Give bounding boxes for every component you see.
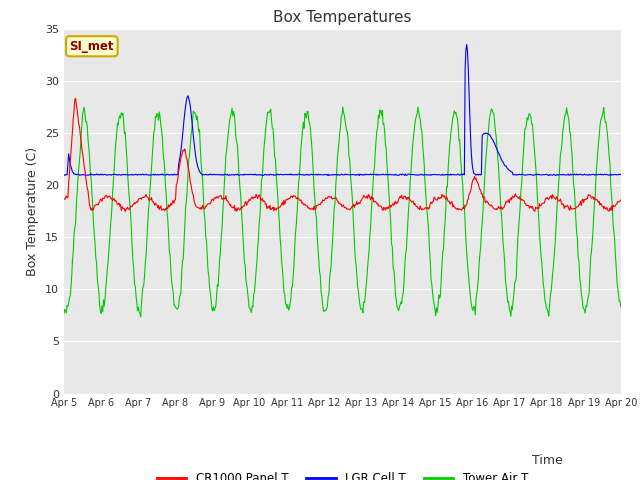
Tower Air T xyxy=(339,104,347,110)
Legend: CR1000 Panel T, LGR Cell T, Tower Air T: CR1000 Panel T, LGR Cell T, Tower Air T xyxy=(152,468,532,480)
Tower Air T xyxy=(185,157,193,163)
CR1000 Panel T xyxy=(60,196,68,202)
LGR Cell T xyxy=(411,172,419,178)
CR1000 Panel T xyxy=(129,202,137,207)
Title: Box Temperatures: Box Temperatures xyxy=(273,10,412,25)
Tower Air T xyxy=(127,225,135,231)
LGR Cell T xyxy=(184,93,192,98)
Line: Tower Air T: Tower Air T xyxy=(64,107,621,317)
Tower Air T xyxy=(412,116,419,122)
LGR Cell T xyxy=(214,172,221,178)
CR1000 Panel T xyxy=(428,201,436,206)
Text: Time: Time xyxy=(532,454,563,467)
LGR Cell T xyxy=(60,172,68,178)
CR1000 Panel T xyxy=(70,108,78,113)
Tower Air T xyxy=(214,283,222,289)
Text: SI_met: SI_met xyxy=(70,40,114,53)
LGR Cell T xyxy=(127,172,135,178)
CR1000 Panel T xyxy=(72,96,79,101)
CR1000 Panel T xyxy=(412,203,419,208)
Line: LGR Cell T: LGR Cell T xyxy=(64,45,621,176)
CR1000 Panel T xyxy=(186,171,193,177)
Line: CR1000 Panel T: CR1000 Panel T xyxy=(64,98,621,212)
LGR Cell T xyxy=(428,172,435,178)
Tower Air T xyxy=(428,282,436,288)
CR1000 Panel T xyxy=(215,193,223,199)
Y-axis label: Box Temperature (C): Box Temperature (C) xyxy=(26,146,40,276)
Tower Air T xyxy=(70,230,78,236)
LGR Cell T xyxy=(463,42,470,48)
Tower Air T xyxy=(137,314,145,320)
Tower Air T xyxy=(617,304,625,310)
LGR Cell T xyxy=(355,173,363,179)
CR1000 Panel T xyxy=(122,209,129,215)
LGR Cell T xyxy=(70,171,78,177)
LGR Cell T xyxy=(617,172,625,178)
Tower Air T xyxy=(60,311,68,316)
CR1000 Panel T xyxy=(617,197,625,203)
